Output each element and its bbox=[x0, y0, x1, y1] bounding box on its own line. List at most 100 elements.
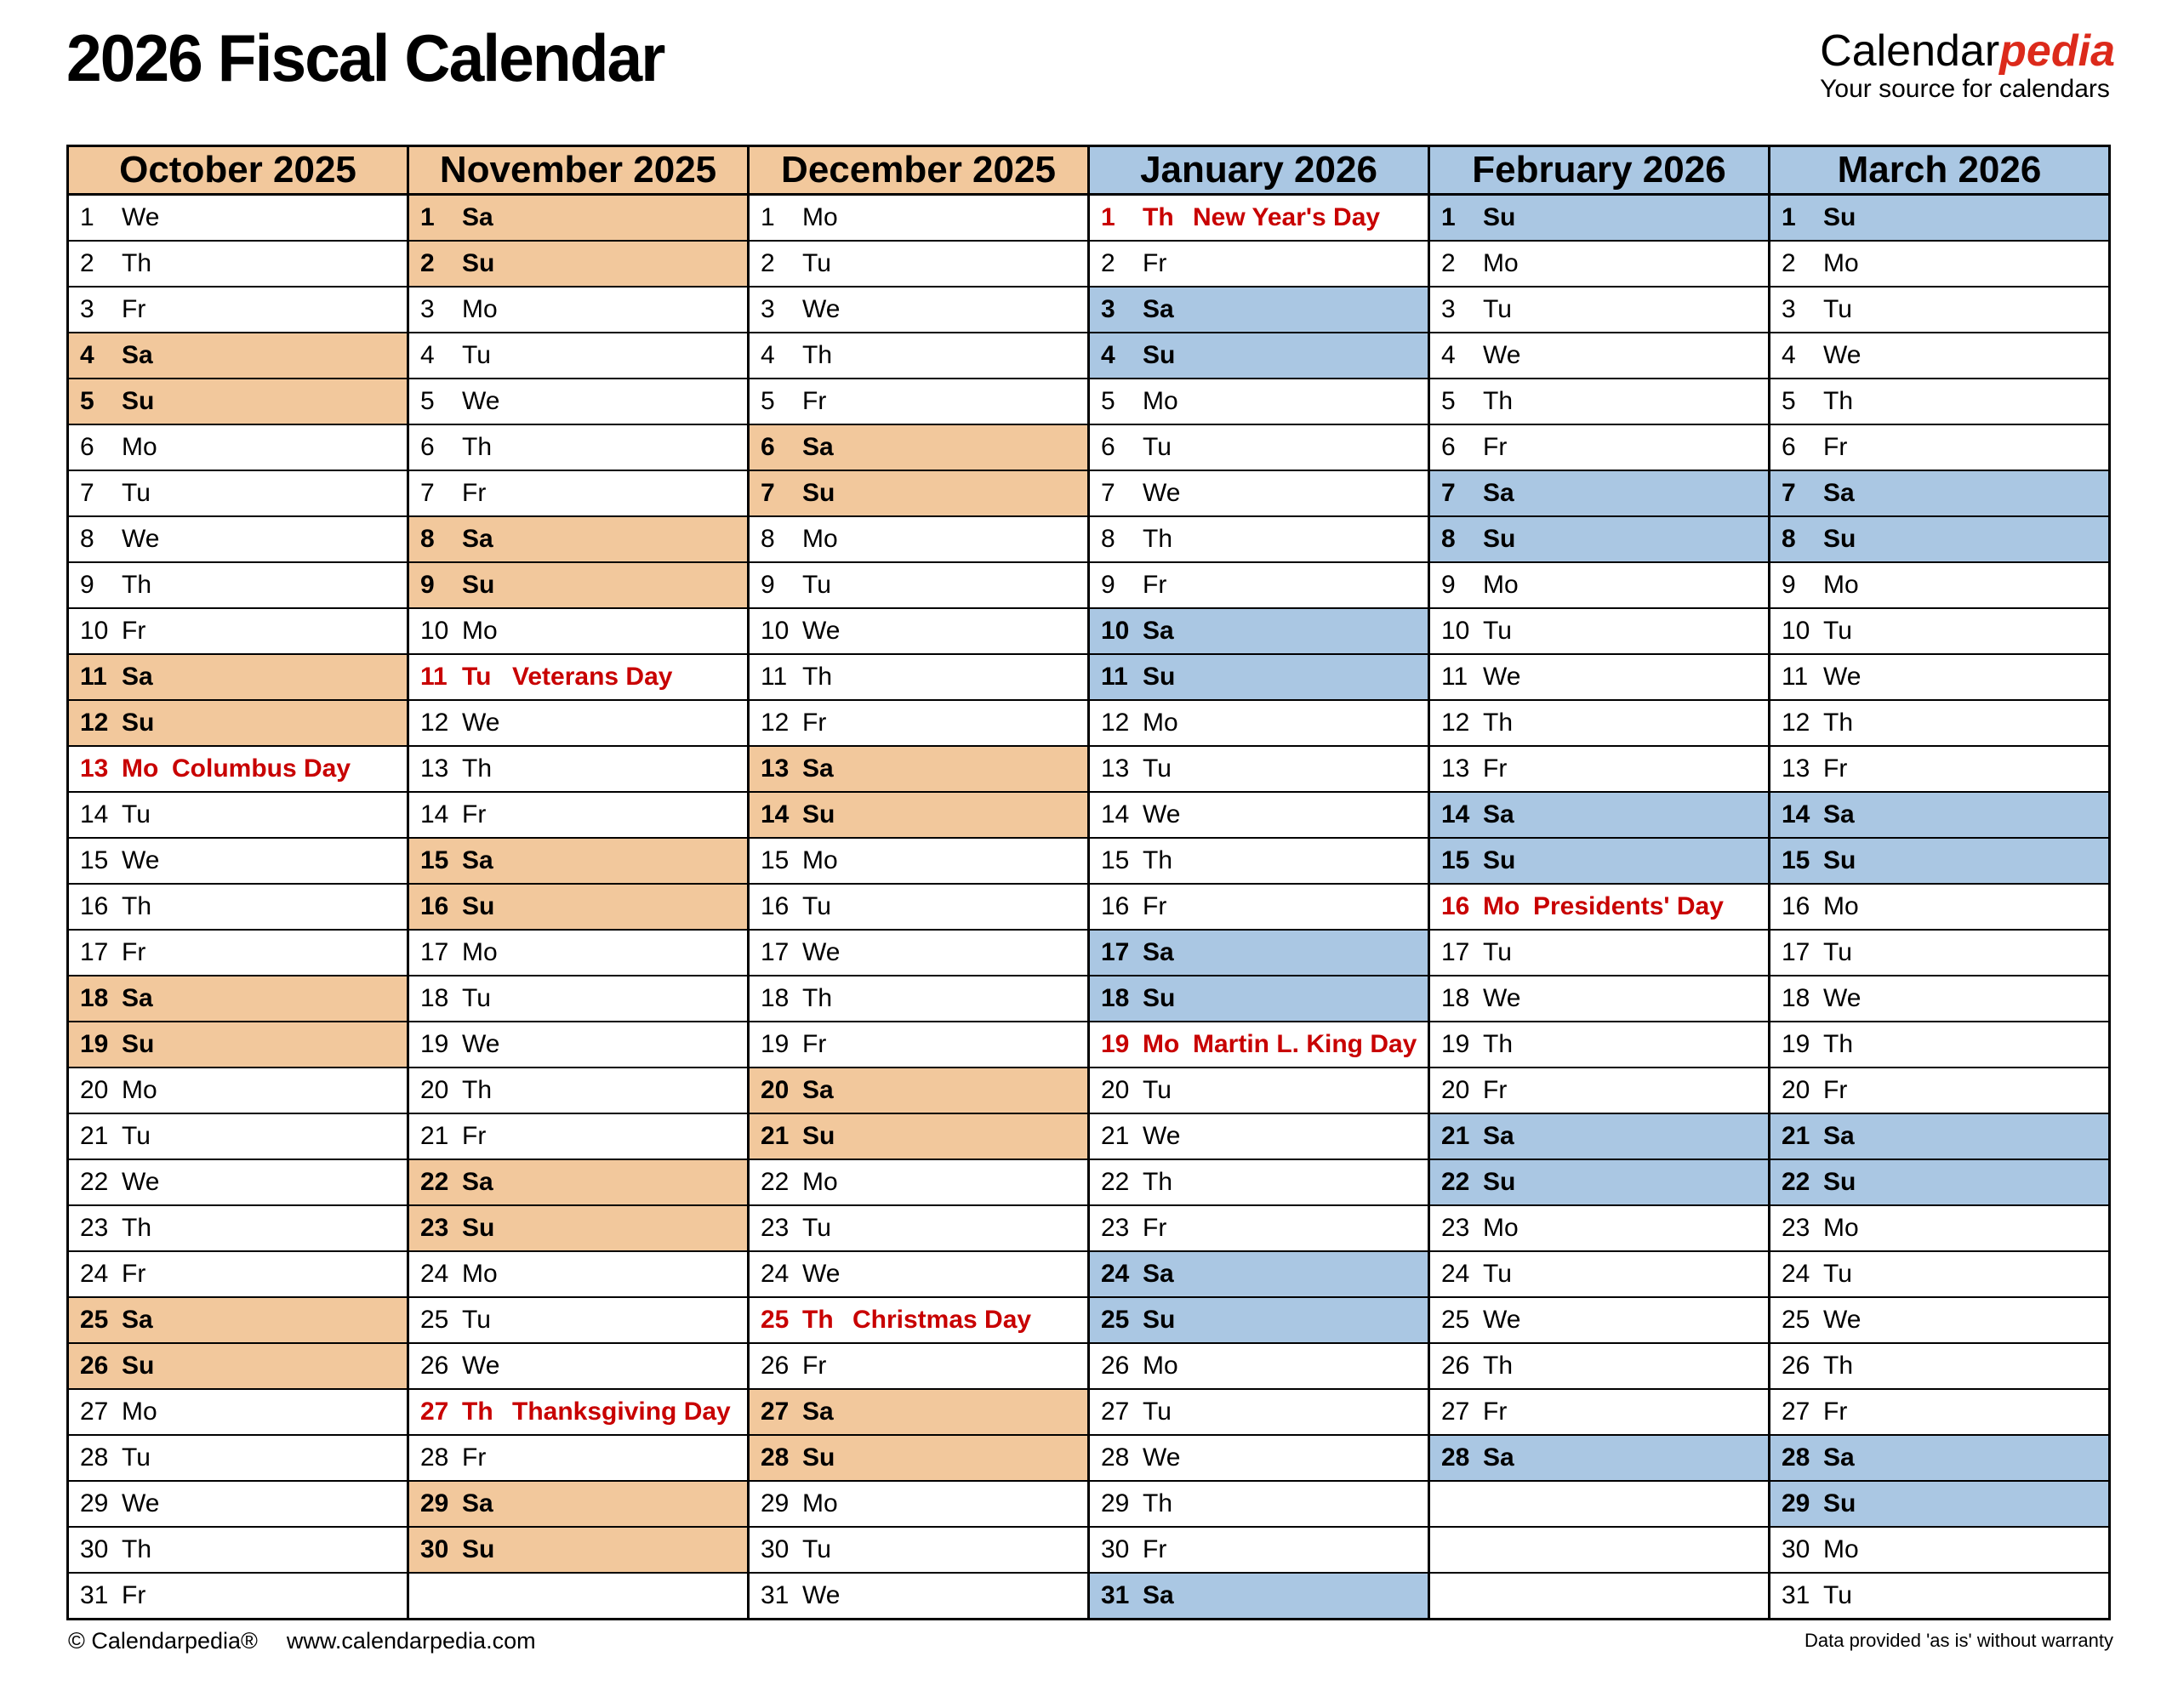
day-number: 12 bbox=[1101, 709, 1130, 737]
day-weekday: Th bbox=[122, 1214, 152, 1242]
day-number: 23 bbox=[420, 1214, 449, 1242]
day-number: 16 bbox=[761, 892, 790, 920]
day-number: 16 bbox=[1441, 892, 1470, 920]
day-number: 11 bbox=[80, 663, 107, 691]
day-number: 25 bbox=[420, 1306, 449, 1334]
calendar-row-1: 1 We 1 Sa 1 Mo 1 Th New Year's Day 1 Su 1 Su bbox=[66, 193, 2111, 242]
day-weekday: Fr bbox=[462, 1122, 487, 1150]
day-number: 13 bbox=[80, 754, 109, 783]
day-weekday: Th bbox=[1143, 525, 1173, 553]
day-number: 28 bbox=[1101, 1443, 1130, 1472]
calendar-row-28: 28 Tu 28 Fr 28 Su 28 We 28 Sa 28 Sa bbox=[66, 1434, 2111, 1482]
day-cell: 19 Su bbox=[66, 1021, 409, 1068]
day-cell: 16 Mo bbox=[1768, 883, 2111, 931]
day-cell: 10 Sa bbox=[1087, 607, 1430, 655]
day-weekday: Tu bbox=[1823, 1581, 1852, 1609]
day-number: 26 bbox=[420, 1352, 449, 1380]
day-cell: 2 Fr bbox=[1087, 240, 1430, 288]
day-weekday: We bbox=[1823, 1306, 1862, 1334]
day-weekday: Mo bbox=[122, 1398, 157, 1426]
day-weekday: Su bbox=[802, 1443, 835, 1472]
day-cell: 28 Fr bbox=[407, 1434, 750, 1482]
day-cell: 30 Th bbox=[66, 1526, 409, 1574]
day-weekday: Th bbox=[1143, 1489, 1173, 1517]
day-number: 1 bbox=[420, 203, 435, 231]
day-weekday: Fr bbox=[1823, 754, 1848, 783]
empty-cell bbox=[1428, 1480, 1770, 1528]
day-weekday: Tu bbox=[802, 571, 831, 599]
day-number: 16 bbox=[1782, 892, 1810, 920]
day-weekday: Fr bbox=[802, 1352, 827, 1380]
day-weekday: Mo bbox=[802, 1489, 838, 1517]
day-cell: 12 We bbox=[407, 699, 750, 747]
day-weekday: Su bbox=[122, 1352, 155, 1380]
day-weekday: Tu bbox=[802, 1535, 831, 1563]
day-cell: 9 Mo bbox=[1768, 561, 2111, 609]
month-header-october-2025: October 2025 bbox=[66, 145, 409, 196]
day-number: 1 bbox=[761, 203, 775, 231]
calendar-row-17: 17 Fr 17 Mo 17 We 17 Sa 17 Tu 17 Tu bbox=[66, 929, 2111, 976]
day-weekday: Tu bbox=[802, 892, 831, 920]
day-cell: 17 Fr bbox=[66, 929, 409, 976]
day-number: 1 bbox=[1101, 203, 1115, 231]
day-cell: 6 Fr bbox=[1428, 424, 1770, 471]
day-weekday: Fr bbox=[1483, 1398, 1508, 1426]
day-number: 15 bbox=[1782, 846, 1810, 874]
day-cell: 25 Tu bbox=[407, 1296, 750, 1344]
day-number: 1 bbox=[80, 203, 94, 231]
day-weekday: Tu bbox=[1823, 1260, 1852, 1288]
day-weekday: Sa bbox=[122, 663, 153, 691]
day-number: 29 bbox=[1782, 1489, 1810, 1517]
day-number: 31 bbox=[761, 1581, 790, 1609]
day-cell: 31 Sa bbox=[1087, 1572, 1430, 1620]
footer-url-link[interactable]: www.calendarpedia.com bbox=[286, 1628, 536, 1654]
day-number: 14 bbox=[761, 800, 790, 828]
day-weekday: Th bbox=[802, 663, 833, 691]
day-number: 25 bbox=[80, 1306, 109, 1334]
day-cell: 27 Tu bbox=[1087, 1388, 1430, 1436]
calendar-row-3: 3 Fr 3 Mo 3 We 3 Sa 3 Tu 3 Tu bbox=[66, 286, 2111, 333]
day-number: 4 bbox=[420, 341, 435, 369]
day-number: 5 bbox=[1101, 387, 1115, 415]
day-cell: 10 We bbox=[747, 607, 1090, 655]
day-cell: 10 Tu bbox=[1428, 607, 1770, 655]
day-cell: 17 Tu bbox=[1768, 929, 2111, 976]
day-number: 8 bbox=[1782, 525, 1796, 553]
day-number: 14 bbox=[1782, 800, 1810, 828]
fiscal-calendar-table: October 2025 November 2025 December 2025 Ja… bbox=[66, 145, 2111, 1620]
day-weekday: Tu bbox=[1483, 295, 1512, 323]
day-number: 24 bbox=[1101, 1260, 1130, 1288]
day-weekday: Sa bbox=[802, 1398, 834, 1426]
day-number: 17 bbox=[1782, 938, 1810, 966]
day-cell: 30 Mo bbox=[1768, 1526, 2111, 1574]
day-weekday: Mo bbox=[462, 295, 498, 323]
day-number: 23 bbox=[761, 1214, 790, 1242]
day-cell: 13 Tu bbox=[1087, 745, 1430, 793]
calendar-row-25: 25 Sa 25 Tu 25 Th Christmas Day 25 Su 25 We 25 We bbox=[66, 1296, 2111, 1344]
day-weekday: Mo bbox=[1823, 249, 1859, 277]
day-weekday: Sa bbox=[462, 1168, 493, 1196]
calendar-row-26: 26 Su 26 We 26 Fr 26 Mo 26 Th 26 Th bbox=[66, 1342, 2111, 1390]
calendar-row-14: 14 Tu 14 Fr 14 Su 14 We 14 Sa 14 Sa bbox=[66, 791, 2111, 839]
day-cell: 16 Tu bbox=[747, 883, 1090, 931]
day-cell: 17 Sa bbox=[1087, 929, 1430, 976]
month-header-january-2026: January 2026 bbox=[1087, 145, 1430, 196]
day-weekday: Mo bbox=[1823, 571, 1859, 599]
day-weekday: We bbox=[1483, 663, 1521, 691]
day-weekday: Th bbox=[462, 1076, 493, 1104]
day-weekday: We bbox=[122, 1168, 160, 1196]
day-number: 23 bbox=[1441, 1214, 1470, 1242]
day-cell: 15 We bbox=[66, 837, 409, 885]
day-weekday: We bbox=[1143, 1443, 1181, 1472]
day-weekday: Sa bbox=[462, 846, 493, 874]
day-cell: 14 Fr bbox=[407, 791, 750, 839]
day-weekday: Sa bbox=[1143, 938, 1174, 966]
day-weekday: Sa bbox=[462, 525, 493, 553]
month-header-december-2025: December 2025 bbox=[747, 145, 1090, 196]
day-weekday: Fr bbox=[1143, 249, 1167, 277]
day-number: 22 bbox=[80, 1168, 109, 1196]
day-weekday: Th bbox=[122, 571, 152, 599]
day-number: 24 bbox=[761, 1260, 790, 1288]
day-cell: 6 Tu bbox=[1087, 424, 1430, 471]
day-weekday: Mo bbox=[1143, 1352, 1178, 1380]
